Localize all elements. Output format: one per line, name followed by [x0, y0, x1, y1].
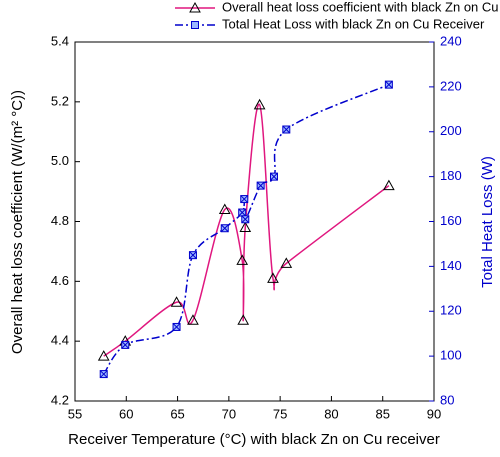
- square-marker: [238, 208, 247, 217]
- triangle-marker: [280, 257, 293, 268]
- x-tick-label: 55: [68, 406, 82, 421]
- triangle-marker: [239, 221, 252, 232]
- y2-tick-label: 200: [440, 123, 462, 138]
- y-tick-label: 5.0: [51, 153, 69, 168]
- y-tick-label: 4.8: [51, 213, 69, 228]
- x-tick-label: 90: [427, 406, 441, 421]
- y-tick-label: 4.4: [51, 333, 69, 348]
- x-tick-label: 75: [273, 406, 287, 421]
- series-line: [103, 104, 390, 357]
- legend-label: Overall heat loss coefficient with black…: [222, 0, 500, 14]
- legend-marker: [191, 21, 199, 29]
- triangle-marker: [236, 254, 249, 265]
- square-marker: [172, 322, 181, 331]
- x-axis-label: Receiver Temperature (°C) with black Zn …: [68, 431, 440, 448]
- y2-tick-label: 120: [440, 303, 462, 318]
- square-marker: [99, 370, 108, 379]
- series-line: [103, 83, 390, 375]
- y-axis-label: Overall heat loss coefficient (W/(m² °C)…: [9, 90, 26, 354]
- triangle-marker: [97, 350, 110, 361]
- x-tick-label: 70: [222, 406, 236, 421]
- y-tick-label: 4.2: [51, 392, 69, 407]
- x-tick-label: 65: [170, 406, 184, 421]
- y2-axis-label: Total Heat Loss (W): [479, 156, 496, 288]
- x-tick-label: 80: [324, 406, 338, 421]
- y2-tick-label: 100: [440, 348, 462, 363]
- square-marker: [269, 172, 278, 181]
- y2-tick-label: 180: [440, 168, 462, 183]
- square-marker: [256, 181, 265, 190]
- triangle-marker: [253, 98, 266, 110]
- y-tick-label: 5.4: [51, 33, 69, 48]
- square-marker: [240, 195, 249, 204]
- x-tick-label: 60: [119, 406, 133, 421]
- y2-tick-label: 140: [440, 258, 462, 273]
- y-tick-label: 4.6: [51, 273, 69, 288]
- y2-tick-label: 240: [440, 33, 462, 48]
- triangle-marker: [218, 203, 231, 215]
- x-tick-label: 85: [375, 406, 389, 421]
- y2-tick-label: 220: [440, 78, 462, 93]
- square-marker: [220, 224, 229, 233]
- triangle-marker: [187, 314, 199, 325]
- legend-label: Total Heat Loss with black Zn on Cu Rece…: [222, 16, 485, 31]
- legend-marker: [189, 1, 201, 13]
- y2-tick-label: 160: [440, 213, 462, 228]
- square-marker: [121, 340, 130, 349]
- square-marker: [188, 251, 197, 260]
- square-marker: [384, 80, 393, 89]
- y2-tick-label: 80: [440, 392, 454, 407]
- triangle-marker: [170, 296, 183, 307]
- square-marker: [241, 215, 250, 224]
- triangle-marker: [267, 272, 279, 283]
- triangle-marker: [383, 179, 395, 191]
- y-tick-label: 5.2: [51, 93, 69, 108]
- square-marker: [282, 125, 291, 134]
- triangle-marker: [237, 314, 250, 325]
